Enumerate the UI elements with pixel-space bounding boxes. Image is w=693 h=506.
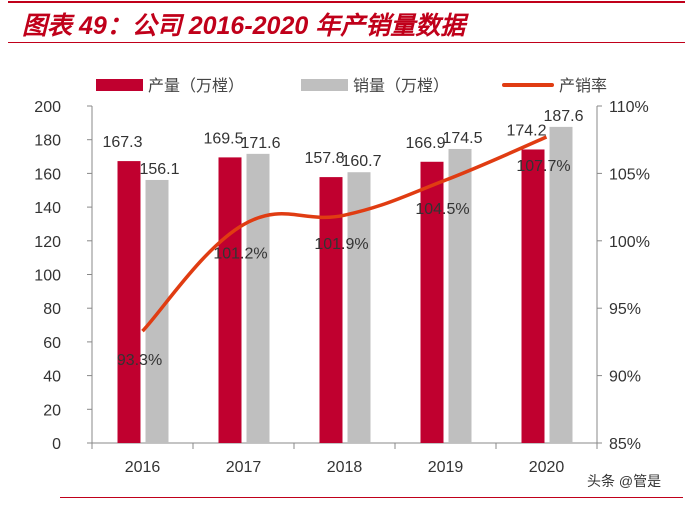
sales-label: 156.1 xyxy=(139,161,179,178)
x-tick-label: 2019 xyxy=(428,459,464,476)
x-tick-label: 2020 xyxy=(529,459,565,476)
right-tick-label: 110% xyxy=(609,99,649,116)
top-rule xyxy=(8,1,685,3)
left-tick-label: 160 xyxy=(34,166,61,183)
rate-label: 101.9% xyxy=(314,236,368,253)
sales-label: 160.7 xyxy=(341,153,381,170)
production-label: 169.5 xyxy=(203,130,243,147)
right-tick-label: 90% xyxy=(609,369,641,386)
production-label: 167.3 xyxy=(102,134,142,151)
sales-label: 187.6 xyxy=(543,108,583,125)
x-tick-label: 2018 xyxy=(327,459,363,476)
left-tick-label: 120 xyxy=(34,234,61,251)
bar-sales xyxy=(549,126,573,444)
bar-sales xyxy=(246,153,270,443)
production-label: 174.2 xyxy=(506,122,546,139)
rate-label: 104.5% xyxy=(415,201,469,218)
left-tick-label: 40 xyxy=(43,369,61,386)
left-tick-label: 60 xyxy=(43,335,61,352)
bar-sales xyxy=(448,148,472,443)
left-tick-label: 180 xyxy=(34,133,61,150)
legend-swatch xyxy=(96,79,143,91)
line-sell-through-rate xyxy=(141,135,548,333)
legend-swatch xyxy=(301,79,348,91)
left-tick-label: 0 xyxy=(52,436,61,453)
bar-production xyxy=(420,161,444,443)
legend-label: 产销率 xyxy=(559,77,607,95)
right-tick-label: 95% xyxy=(609,301,641,318)
production-label: 157.8 xyxy=(304,150,344,167)
right-tick-label: 105% xyxy=(609,166,650,183)
bar-sales xyxy=(347,172,371,443)
sales-label: 174.5 xyxy=(442,130,482,147)
bar-production xyxy=(319,177,343,443)
legend-label: 销量（万樘） xyxy=(353,77,449,95)
watermark: 头条 @管是 xyxy=(587,473,662,489)
bar-production xyxy=(117,161,141,444)
production-label: 166.9 xyxy=(405,135,445,152)
left-tick-label: 80 xyxy=(43,301,61,318)
left-tick-label: 140 xyxy=(34,200,61,217)
rate-label: 101.2% xyxy=(213,246,267,263)
left-tick-label: 20 xyxy=(43,402,61,419)
x-tick-label: 2016 xyxy=(125,459,161,476)
sales-label: 171.6 xyxy=(240,135,280,152)
right-tick-label: 85% xyxy=(609,436,641,453)
bottom-rule xyxy=(60,497,683,498)
rate-label: 107.7% xyxy=(516,158,570,175)
bar-production xyxy=(521,149,545,443)
title-rule xyxy=(8,42,685,43)
figure-title: 图表 49：公司 2016-2020 年产销量数据 xyxy=(22,12,466,40)
legend-label: 产量（万樘） xyxy=(148,77,244,95)
x-tick-label: 2017 xyxy=(226,459,262,476)
bar-production xyxy=(218,157,242,443)
rate-label: 93.3% xyxy=(117,352,162,369)
right-tick-label: 100% xyxy=(609,234,650,251)
left-tick-label: 100 xyxy=(34,268,61,285)
left-tick-label: 200 xyxy=(34,99,61,116)
